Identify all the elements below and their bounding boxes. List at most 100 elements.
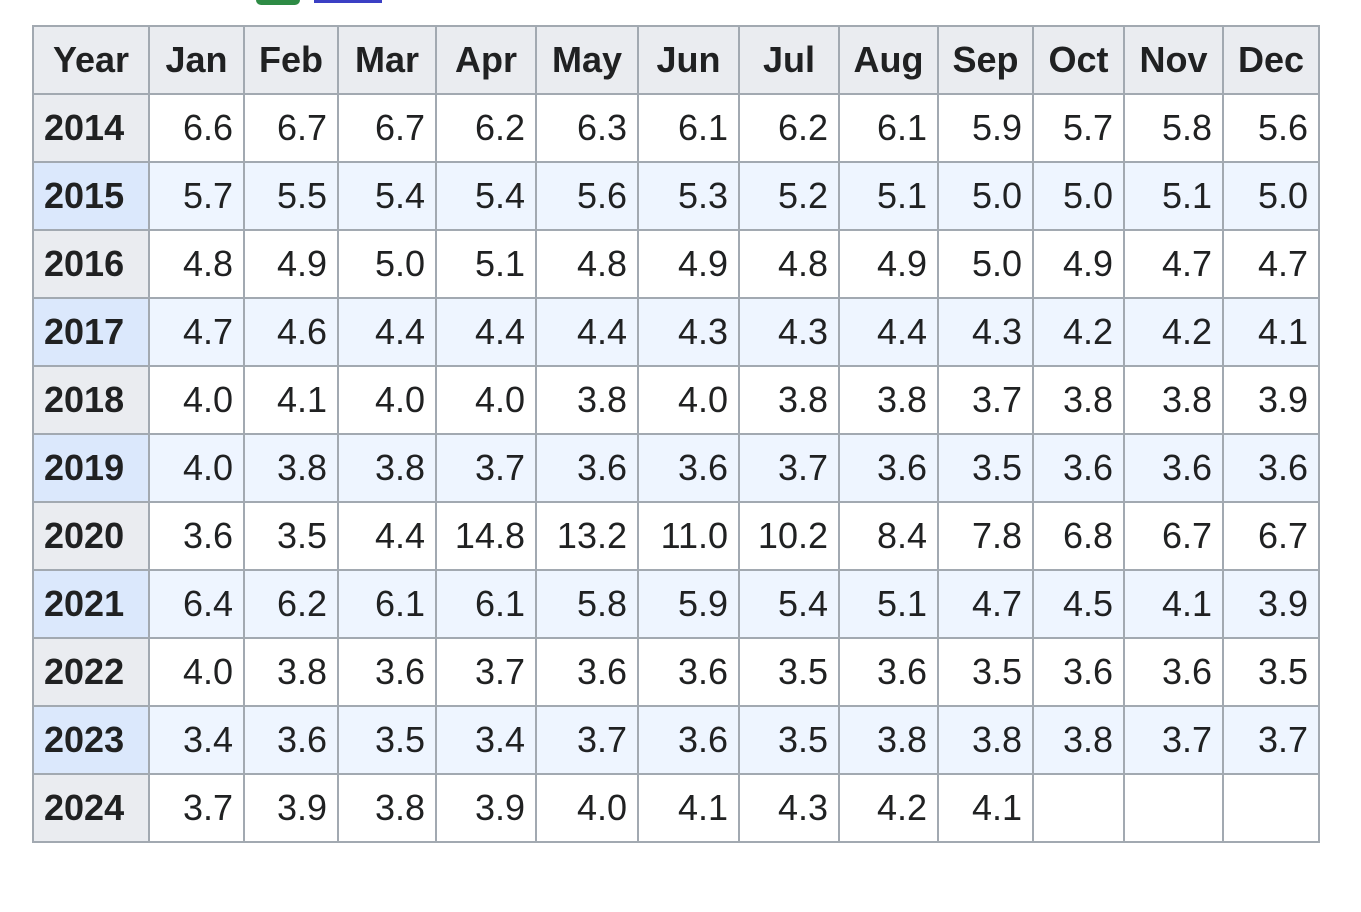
table-cell: 6.7 [243, 93, 339, 163]
table-cell: 4.7 [1222, 229, 1320, 299]
table-cell: 4.3 [738, 773, 840, 843]
table-cell: 3.8 [243, 637, 339, 707]
table-cell: 3.8 [337, 773, 437, 843]
table-cell: 4.9 [838, 229, 939, 299]
table-cell: 4.9 [1032, 229, 1125, 299]
table-cell: 7.8 [937, 501, 1034, 571]
table-cell: 3.8 [838, 705, 939, 775]
table-cell: 3.5 [738, 705, 840, 775]
table-cell: 4.4 [337, 501, 437, 571]
row-header: 2019 [32, 433, 150, 503]
table-cell: 3.8 [1032, 365, 1125, 435]
table-row: 2016 4.8 4.9 5.0 5.1 4.8 4.9 4.8 4.9 5.0 4.9 4.7 4.7 [32, 229, 1320, 299]
table-cell: 3.6 [1032, 637, 1125, 707]
column-header: Jul [738, 25, 840, 95]
column-header: Sep [937, 25, 1034, 95]
table-cell: 4.3 [738, 297, 840, 367]
table-cell: 6.1 [435, 569, 537, 639]
table-cell: 5.0 [337, 229, 437, 299]
table-cell: 6.6 [148, 93, 245, 163]
table-cell: 4.8 [535, 229, 639, 299]
table-cell: 4.7 [1123, 229, 1224, 299]
table-row: 2020 3.6 3.5 4.4 14.8 13.2 11.0 10.2 8.4 7.8 6.8 6.… [32, 501, 1320, 571]
empty-cell [1032, 773, 1125, 843]
column-header: Nov [1123, 25, 1224, 95]
table-cell: 4.0 [148, 433, 245, 503]
table-cell: 5.1 [838, 569, 939, 639]
column-header: Mar [337, 25, 437, 95]
table-cell: 4.9 [243, 229, 339, 299]
row-header: 2017 [32, 297, 150, 367]
table-cell: 3.6 [1222, 433, 1320, 503]
table-cell: 3.8 [243, 433, 339, 503]
table-cell: 5.4 [435, 161, 537, 231]
table-cell: 5.0 [1222, 161, 1320, 231]
table-cell: 6.7 [1222, 501, 1320, 571]
table-cell: 4.0 [637, 365, 740, 435]
table-cell: 5.4 [337, 161, 437, 231]
table-cell: 3.8 [838, 365, 939, 435]
table-cell: 5.4 [738, 569, 840, 639]
table-cell: 4.1 [637, 773, 740, 843]
table-cell: 3.6 [637, 433, 740, 503]
table-cell: 6.8 [1032, 501, 1125, 571]
table-cell: 3.8 [937, 705, 1034, 775]
table-cell: 5.1 [838, 161, 939, 231]
table-cell: 3.6 [838, 637, 939, 707]
table-cell: 3.9 [1222, 569, 1320, 639]
table-cell: 3.8 [535, 365, 639, 435]
table-cell: 4.1 [1222, 297, 1320, 367]
column-header: Apr [435, 25, 537, 95]
column-header: Aug [838, 25, 939, 95]
table-cell: 4.7 [937, 569, 1034, 639]
table-cell: 4.2 [1123, 297, 1224, 367]
table-cell: 13.2 [535, 501, 639, 571]
row-header: 2024 [32, 773, 150, 843]
table-cell: 3.8 [738, 365, 840, 435]
table-cell: 3.7 [435, 637, 537, 707]
table-cell: 4.4 [535, 297, 639, 367]
table-cell: 3.5 [937, 433, 1034, 503]
table-cell: 3.6 [337, 637, 437, 707]
table-cell: 5.6 [535, 161, 639, 231]
row-header: 2014 [32, 93, 150, 163]
table-cell: 3.5 [937, 637, 1034, 707]
table-row: 2024 3.7 3.9 3.8 3.9 4.0 4.1 4.3 4.2 4.1 [32, 773, 1320, 843]
table-cell: 3.7 [1123, 705, 1224, 775]
table-cell: 4.0 [148, 365, 245, 435]
table-cell: 3.5 [337, 705, 437, 775]
table-cell: 4.7 [148, 297, 245, 367]
table-cell: 4.4 [435, 297, 537, 367]
row-header: 2021 [32, 569, 150, 639]
column-header: Jun [637, 25, 740, 95]
table-cell: 10.2 [738, 501, 840, 571]
icon [256, 0, 300, 5]
table-cell: 6.4 [148, 569, 245, 639]
table-cell: 3.4 [148, 705, 245, 775]
table-cell: 4.0 [337, 365, 437, 435]
table-cell: 3.6 [148, 501, 245, 571]
table-cell: 3.6 [1123, 637, 1224, 707]
row-header: 2018 [32, 365, 150, 435]
table-cell: 6.7 [1123, 501, 1224, 571]
table-cell: 3.7 [148, 773, 245, 843]
row-header: 2020 [32, 501, 150, 571]
table-cell: 4.0 [148, 637, 245, 707]
table-cell: 3.5 [243, 501, 339, 571]
table-cell: 3.6 [535, 637, 639, 707]
table-cell: 3.6 [637, 705, 740, 775]
table-cell: 11.0 [637, 501, 740, 571]
table-cell: 5.6 [1222, 93, 1320, 163]
table-cell: 3.6 [1123, 433, 1224, 503]
table-cell: 5.8 [1123, 93, 1224, 163]
empty-cell [1123, 773, 1224, 843]
table-cell: 3.9 [243, 773, 339, 843]
table-cell: 4.8 [148, 229, 245, 299]
data-table: Year Jan Feb Mar Apr May Jun Jul Aug Sep Oct Nov Dec… [32, 25, 1320, 843]
table-cell: 4.2 [838, 773, 939, 843]
table-cell: 3.8 [1032, 705, 1125, 775]
table-cell: 6.7 [337, 93, 437, 163]
table-cell: 5.9 [937, 93, 1034, 163]
table-row: 2021 6.4 6.2 6.1 6.1 5.8 5.9 5.4 5.1 4.7 4.5 4.1 3.9 [32, 569, 1320, 639]
